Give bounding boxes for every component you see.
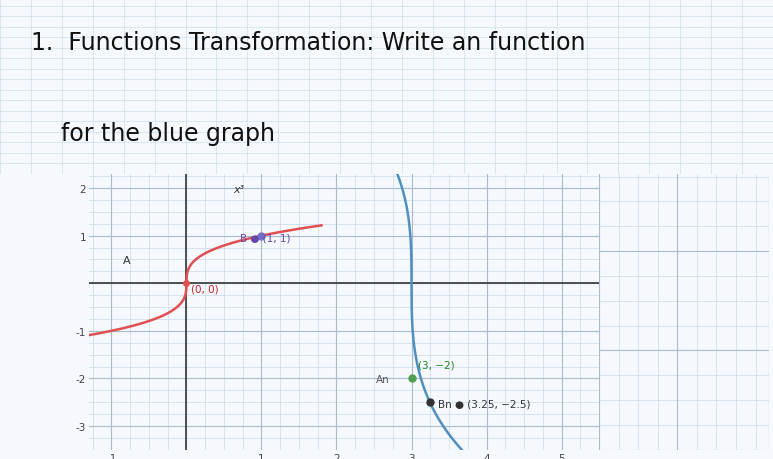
Text: (3, −2): (3, −2) — [417, 360, 454, 370]
Text: 1.  Functions Transformation: Write an function: 1. Functions Transformation: Write an fu… — [31, 31, 585, 56]
Text: B ● (1, 1): B ● (1, 1) — [240, 233, 291, 243]
Text: A: A — [123, 256, 131, 266]
Text: Bn ● (3.25, −2.5): Bn ● (3.25, −2.5) — [438, 398, 530, 408]
Text: x³: x³ — [233, 185, 245, 195]
Text: An: An — [376, 375, 390, 384]
Text: (0, 0): (0, 0) — [191, 284, 219, 294]
Text: for the blue graph: for the blue graph — [31, 122, 275, 146]
